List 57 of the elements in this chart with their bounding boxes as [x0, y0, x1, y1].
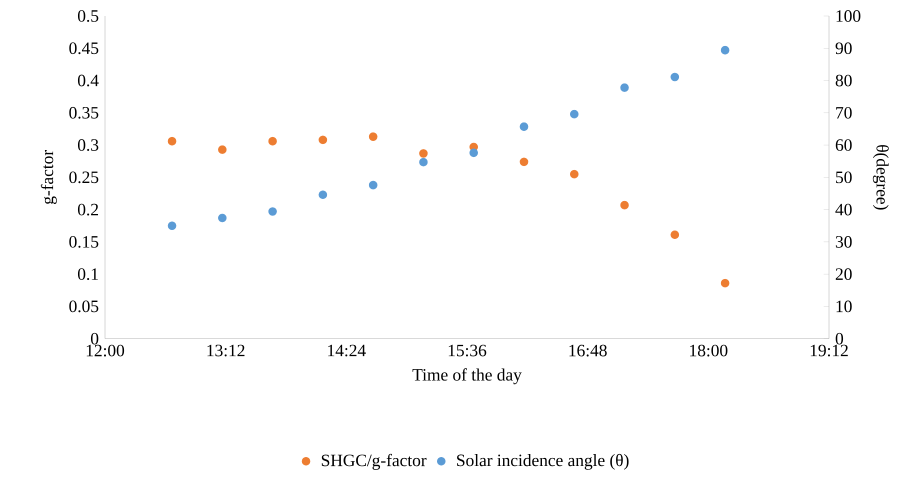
y-tick-label: 0.45: [69, 42, 98, 54]
x-tick-label: 14:24: [328, 344, 366, 356]
point: [419, 149, 428, 158]
x-tick-label: 19:12: [810, 344, 848, 356]
y-tick-label: 0.35: [69, 106, 98, 119]
y-tick-label: 0.5: [78, 10, 98, 22]
y-axis-title: g-factor: [40, 150, 57, 204]
y2-tick-label: 90: [836, 42, 852, 54]
y2-tick-label: 80: [836, 74, 852, 86]
y2-tick-label: 10: [836, 300, 852, 312]
point: [218, 145, 227, 154]
x-tick-label: 13:12: [207, 344, 244, 356]
point: [168, 136, 176, 146]
y2-tick-label: 40: [835, 204, 852, 216]
y-tick-label: 0.4: [78, 74, 99, 86]
x-tick-label: 16:48: [569, 344, 607, 356]
y2-tick-label: 30: [836, 236, 852, 248]
point: [469, 148, 478, 158]
point: [620, 200, 629, 210]
point: [570, 170, 579, 178]
point: [520, 158, 528, 166]
legend-label: Solar incidence angle (θ): [457, 454, 629, 470]
point: [570, 110, 579, 118]
point: [218, 214, 227, 222]
point: [268, 136, 277, 146]
point: [620, 83, 629, 92]
point: [368, 180, 378, 190]
point: [168, 221, 176, 230]
y2-tick-label: 20: [836, 268, 852, 280]
y2-tick-label: 70: [836, 106, 852, 119]
y2-tick-label: 60: [836, 139, 852, 151]
point: [670, 230, 680, 240]
y-tick-label: 0.25: [69, 171, 98, 184]
y-tick-label: 0.1: [78, 268, 98, 280]
legend-label: SHGC/g-factor: [322, 454, 426, 470]
x-tick-label: 18:00: [690, 344, 728, 356]
point: [318, 190, 328, 200]
y2-tick-label: 100: [836, 10, 860, 22]
x-tick-label: 12:00: [86, 344, 124, 356]
y-tick-label: 0.3: [78, 139, 98, 151]
point: [720, 278, 730, 288]
x-axis-title: Time of the day: [412, 368, 522, 384]
point: [368, 132, 378, 141]
point: [720, 46, 730, 54]
point: [318, 136, 328, 144]
y-tick-label: 0.15: [69, 236, 98, 248]
y-tick-label: 0: [90, 332, 98, 345]
y-tick-label: 0.05: [69, 300, 98, 312]
point: [520, 122, 528, 131]
y2-tick-label: 50: [836, 171, 852, 184]
y2-tick-label: 0: [836, 332, 844, 345]
y-tick-label: 0.2: [78, 204, 98, 216]
point: [670, 72, 680, 82]
point: [268, 207, 277, 216]
point: [419, 158, 428, 166]
x-tick-label: 15:36: [448, 344, 486, 356]
y2-axis-title: θ(degree): [872, 145, 889, 210]
